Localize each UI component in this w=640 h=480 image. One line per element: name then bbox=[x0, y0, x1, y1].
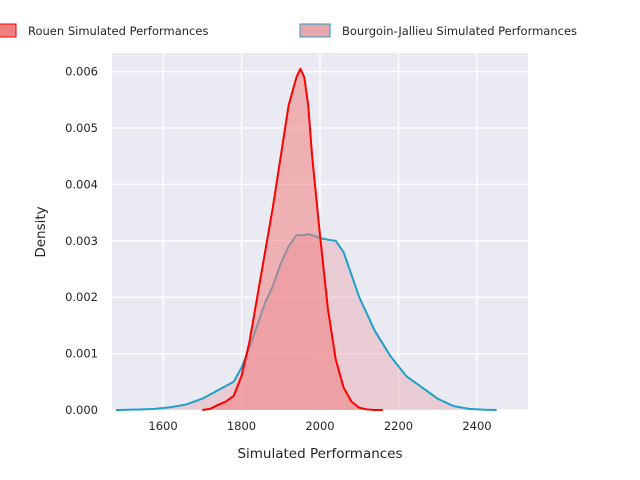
series-layer bbox=[115, 67, 497, 411]
x-tick-label: 2400 bbox=[462, 419, 491, 433]
y-tick-label: 0.006 bbox=[65, 65, 98, 79]
legend-label-bourgoin-jallieu: Bourgoin-Jallieu Simulated Performances bbox=[342, 24, 577, 38]
y-tick-label: 0.003 bbox=[65, 234, 98, 248]
legend-item-rouen: Rouen Simulated Performances bbox=[0, 23, 208, 38]
legend-item-bourgoin-jallieu: Bourgoin-Jallieu Simulated Performances bbox=[299, 23, 577, 38]
y-tick-label: 0.000 bbox=[65, 403, 98, 417]
x-tick-label: 1600 bbox=[148, 419, 177, 433]
y-tick-label: 0.005 bbox=[65, 121, 98, 135]
y-tick-label: 0.001 bbox=[65, 347, 98, 361]
legend: Rouen Simulated Performances Bourgoin-Ja… bbox=[0, 23, 577, 38]
line-rouen-simulated-performances bbox=[202, 67, 383, 411]
x-tick-label: 2200 bbox=[384, 419, 413, 433]
x-tick-label: 2000 bbox=[305, 419, 334, 433]
y-axis-label: Density bbox=[33, 206, 49, 257]
legend-label-rouen: Rouen Simulated Performances bbox=[28, 24, 208, 38]
y-tick-labels: 0.000 0.001 0.002 0.003 0.004 0.005 0.006 bbox=[65, 65, 98, 417]
x-tick-labels: 1600 1800 2000 2200 2400 bbox=[148, 419, 491, 433]
x-tick-label: 1800 bbox=[227, 419, 256, 433]
legend-swatch-rouen bbox=[0, 23, 17, 38]
area-rouen-simulated-performances bbox=[202, 68, 383, 410]
y-tick-label: 0.004 bbox=[65, 177, 98, 191]
legend-swatch-bourgoin-jallieu bbox=[299, 23, 331, 38]
x-axis-label: Simulated Performances bbox=[237, 446, 402, 462]
y-tick-label: 0.002 bbox=[65, 290, 98, 304]
